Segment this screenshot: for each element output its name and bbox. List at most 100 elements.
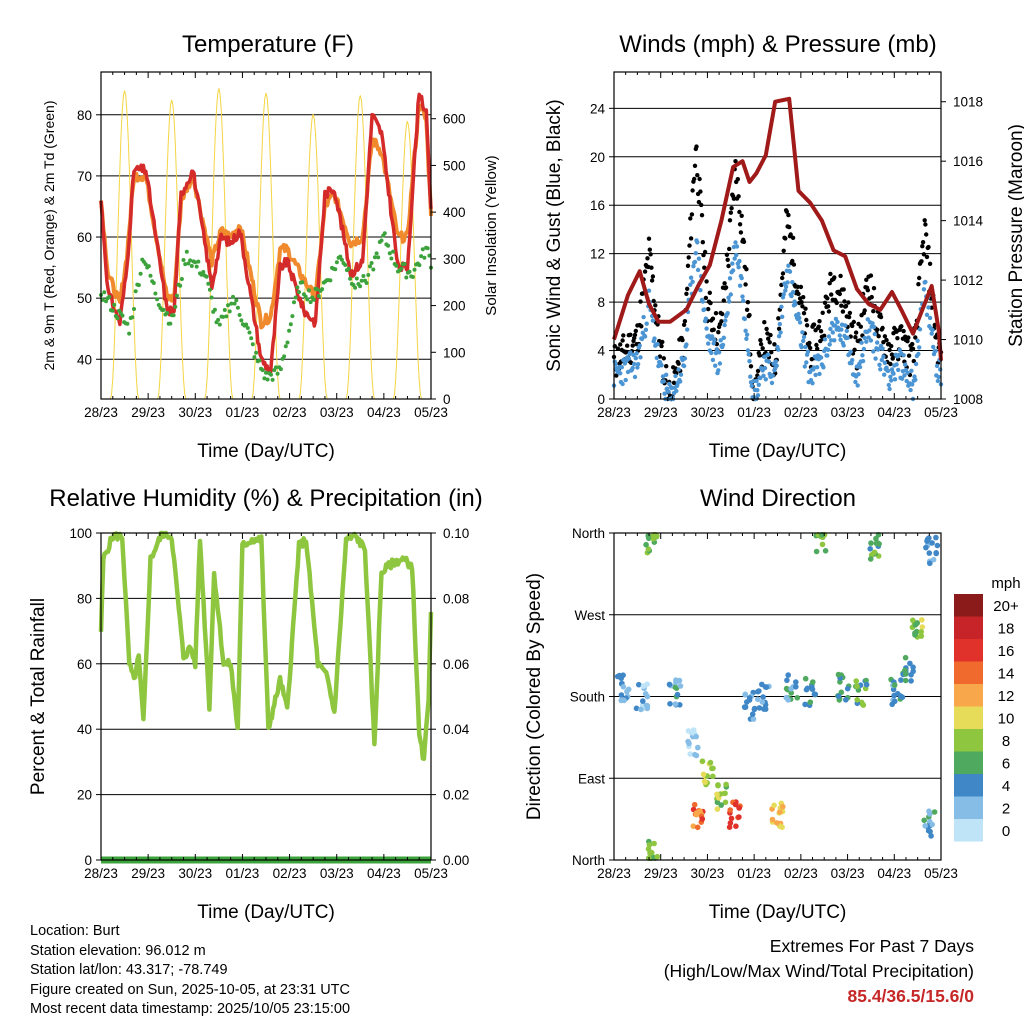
y-tick-label: 16 bbox=[590, 198, 605, 213]
gust-point bbox=[707, 290, 712, 295]
y2-tick-label: 1014 bbox=[953, 214, 984, 229]
gust-point bbox=[825, 304, 831, 309]
direction-point bbox=[923, 544, 929, 551]
wind-point bbox=[730, 261, 735, 266]
direction-point bbox=[902, 671, 909, 677]
dewpoint-point bbox=[132, 307, 136, 311]
direction-point bbox=[810, 679, 816, 685]
direction-point bbox=[751, 706, 758, 713]
dewpoint-point bbox=[193, 260, 198, 265]
direction-point bbox=[769, 816, 776, 823]
dewpoint-point bbox=[382, 231, 387, 236]
x-tick-label: 28/23 bbox=[597, 405, 631, 420]
wind-point bbox=[635, 362, 641, 367]
direction-point bbox=[867, 556, 874, 562]
humidity-xlabel: Time (Day/UTC) bbox=[197, 902, 335, 923]
gust-point bbox=[862, 308, 867, 313]
wind-point bbox=[682, 356, 688, 361]
direction-point bbox=[690, 823, 697, 829]
wind-point bbox=[801, 338, 806, 344]
dewpoint-point bbox=[146, 264, 151, 269]
wind-point bbox=[857, 364, 863, 370]
gust-point bbox=[815, 346, 820, 351]
gust-point bbox=[796, 291, 801, 297]
direction-point bbox=[624, 688, 630, 695]
direction-point bbox=[695, 744, 701, 751]
dewpoint-point bbox=[244, 322, 249, 327]
colorbar-label: 6 bbox=[1002, 755, 1010, 772]
wind-point bbox=[632, 361, 637, 367]
dewpoint-point bbox=[295, 285, 300, 290]
gust-point bbox=[913, 335, 918, 340]
y2-tick-label: 0.02 bbox=[443, 788, 469, 803]
wind-point bbox=[756, 382, 761, 387]
gust-point bbox=[767, 340, 772, 345]
dewpoint-point bbox=[348, 276, 353, 281]
wind-point bbox=[692, 259, 698, 265]
wind-point bbox=[778, 330, 783, 335]
x-tick-label: 03/23 bbox=[320, 866, 354, 881]
gust-point bbox=[653, 303, 658, 308]
direction-point bbox=[654, 533, 660, 539]
gust-point bbox=[838, 273, 843, 279]
gust-point bbox=[651, 298, 656, 304]
dewpoint-point bbox=[216, 317, 221, 322]
wind-point bbox=[924, 312, 930, 317]
direction-point bbox=[710, 773, 716, 780]
gust-point bbox=[880, 325, 885, 331]
direction-point bbox=[843, 697, 849, 703]
gust-point bbox=[790, 258, 795, 264]
direction-point bbox=[891, 682, 898, 688]
dewpoint-point bbox=[165, 311, 169, 315]
gust-point bbox=[808, 345, 813, 351]
gust-point bbox=[649, 265, 654, 270]
direction-point bbox=[636, 681, 642, 688]
direction-point bbox=[763, 684, 770, 690]
direction-point bbox=[633, 705, 640, 712]
wind-point bbox=[749, 383, 754, 389]
direction-point bbox=[618, 697, 624, 704]
direction-point bbox=[722, 799, 729, 806]
winds-ylabel: Sonic Wind & Gust (Blue, Black) bbox=[544, 99, 565, 371]
wind-point bbox=[696, 256, 702, 261]
direction-point bbox=[921, 817, 927, 824]
humidity-chart: Relative Humidity (%) & Precipitation (i… bbox=[28, 485, 483, 923]
gust-point bbox=[642, 269, 648, 274]
dewpoint-point bbox=[227, 309, 232, 314]
gust-point bbox=[615, 346, 621, 351]
wind-point bbox=[839, 327, 844, 332]
direction-point bbox=[873, 535, 879, 542]
temp-2m-line bbox=[99, 92, 433, 374]
direction-point bbox=[822, 548, 829, 554]
direction-point bbox=[924, 538, 930, 544]
x-tick-label: 29/23 bbox=[644, 866, 678, 881]
y2-tick-label: 200 bbox=[443, 299, 466, 314]
dewpoint-point bbox=[386, 243, 391, 248]
wind-point bbox=[923, 279, 928, 285]
direction-point bbox=[837, 679, 843, 685]
wind-point bbox=[633, 356, 638, 361]
direction-xlabel: Time (Day/UTC) bbox=[709, 902, 847, 923]
wind-point bbox=[710, 357, 716, 363]
colorbar-swatch bbox=[954, 819, 983, 842]
wind-point bbox=[882, 360, 888, 365]
wind-point bbox=[885, 368, 891, 373]
x-tick-label: 02/23 bbox=[784, 405, 818, 420]
x-tick-label: 02/23 bbox=[784, 866, 818, 881]
wind-point bbox=[931, 344, 936, 350]
gust-point bbox=[924, 254, 930, 260]
dewpoint-point bbox=[320, 287, 325, 292]
direction-point bbox=[759, 699, 766, 705]
direction-point bbox=[646, 842, 653, 848]
gust-point bbox=[682, 319, 688, 324]
gust-point bbox=[788, 232, 793, 237]
direction-point bbox=[774, 820, 780, 826]
wind-point bbox=[935, 378, 941, 384]
x-tick-label: 04/23 bbox=[877, 405, 911, 420]
wind-point bbox=[916, 351, 921, 357]
gust-point bbox=[719, 319, 724, 324]
wind-point bbox=[709, 350, 714, 356]
gust-point bbox=[723, 285, 729, 290]
gust-point bbox=[816, 324, 821, 329]
dewpoint-point bbox=[257, 358, 262, 363]
